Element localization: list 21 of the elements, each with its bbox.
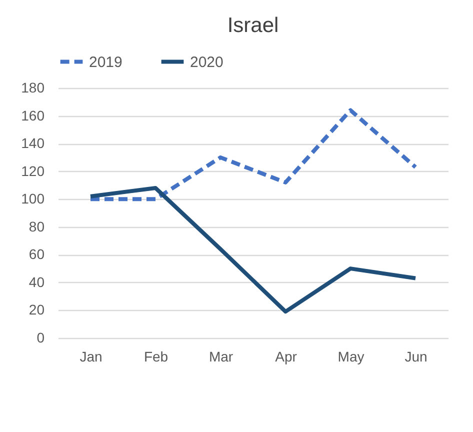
y-tick-label: 180 xyxy=(21,80,45,96)
x-tick-label: Apr xyxy=(275,348,298,364)
y-tick-label: 80 xyxy=(28,218,45,234)
line-series xyxy=(88,108,418,202)
y-tick-label: 140 xyxy=(21,135,45,152)
y-tick-label: 20 xyxy=(28,302,45,318)
x-tick-label: Jan xyxy=(80,348,102,364)
y-tick-label: 60 xyxy=(28,246,45,262)
x-tick-label: May xyxy=(338,348,364,364)
x-tick-label: Mar xyxy=(208,348,234,364)
y-tick-label: 160 xyxy=(21,107,45,124)
y-tick-label: 100 xyxy=(21,190,45,207)
x-tick-label: Feb xyxy=(144,348,168,364)
chart-title: Israel xyxy=(227,14,279,37)
line-series xyxy=(88,186,418,314)
y-tick-label: 0 xyxy=(36,330,45,346)
legend-label: 2019 xyxy=(89,54,122,71)
legend-label: 2020 xyxy=(190,54,224,71)
y-tick-label: 120 xyxy=(21,162,45,179)
x-tick-label: Jun xyxy=(404,348,428,364)
y-tick-label: 40 xyxy=(28,274,45,290)
